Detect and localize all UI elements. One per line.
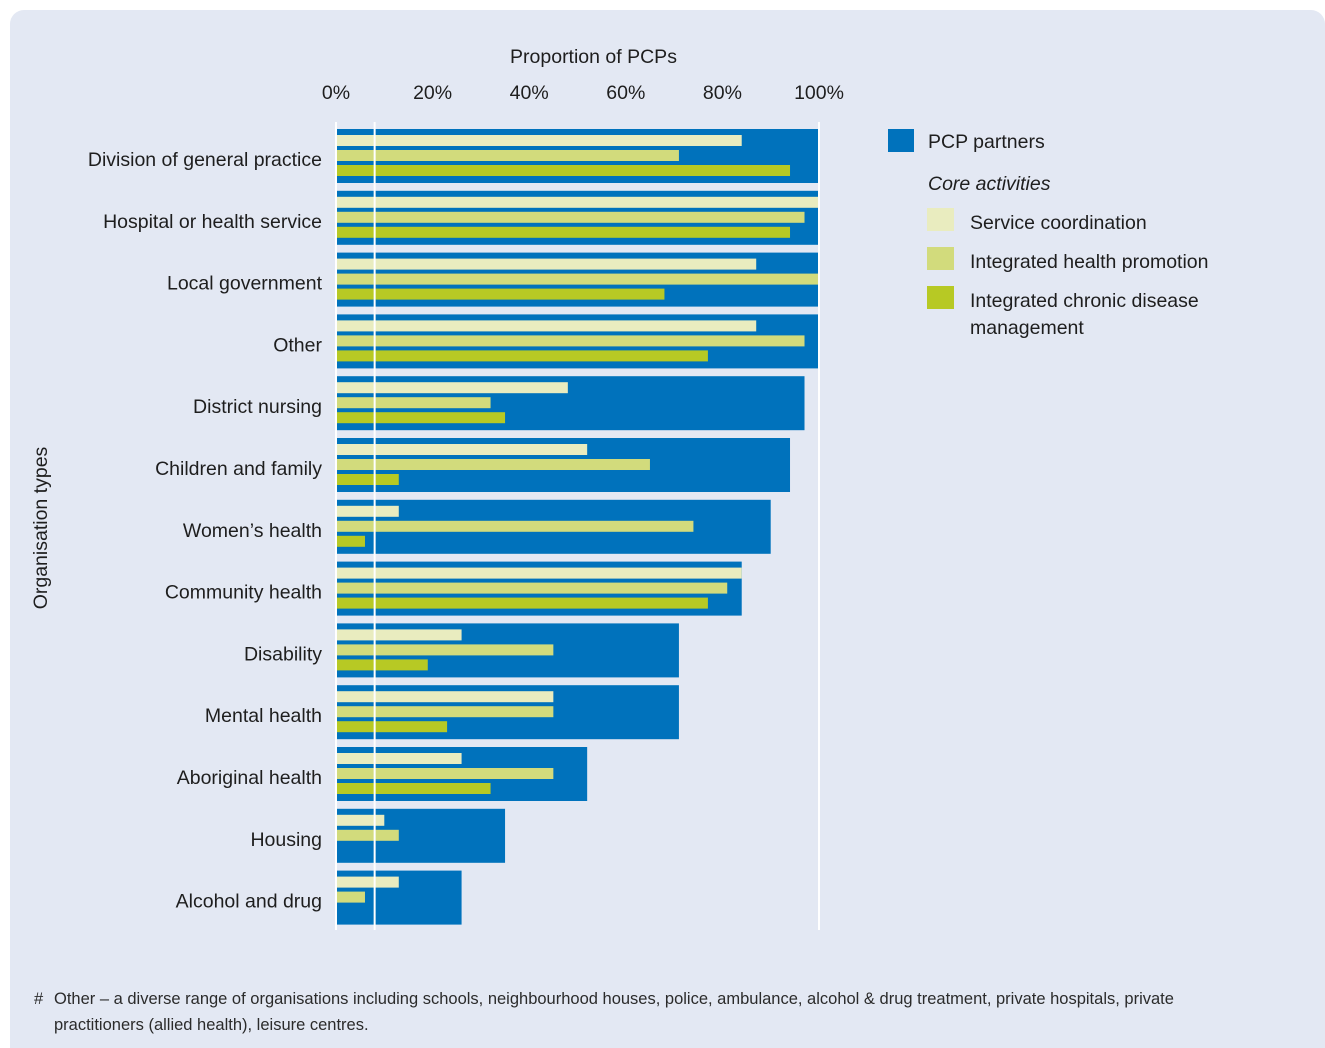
legend-label-integrated-health-promotion: Integrated health promotion bbox=[970, 251, 1209, 273]
bar-service-coordination bbox=[336, 814, 385, 826]
bar-integrated-chronic-disease-management bbox=[336, 474, 399, 485]
x-tick-label: 0% bbox=[322, 82, 350, 104]
bar-integrated-health-promotion bbox=[336, 150, 679, 161]
bar-integrated-health-promotion bbox=[336, 829, 399, 841]
bar-integrated-health-promotion bbox=[336, 644, 554, 656]
bar-integrated-health-promotion bbox=[336, 706, 554, 718]
bar-integrated-chronic-disease-management bbox=[336, 226, 791, 238]
legend-subheading: Core activities bbox=[928, 173, 1051, 195]
category-label-local-government: Local government bbox=[167, 273, 323, 295]
legend-label-integrated-chronic-disease-management: management bbox=[970, 317, 1084, 339]
bar-integrated-health-promotion bbox=[336, 891, 365, 903]
category-label-hospital-or-health-service: Hospital or health service bbox=[103, 211, 322, 233]
bar-integrated-health-promotion bbox=[336, 273, 819, 285]
footnote-text: Other – a diverse range of organisations… bbox=[54, 990, 1174, 1034]
bar-service-coordination bbox=[336, 382, 568, 394]
bar-integrated-health-promotion bbox=[336, 520, 694, 532]
bar-service-coordination bbox=[336, 753, 462, 764]
bar-integrated-chronic-disease-management bbox=[336, 721, 448, 733]
category-label-alcohol-and-drug: Alcohol and drug bbox=[176, 891, 322, 913]
bar-integrated-chronic-disease-management bbox=[336, 350, 708, 362]
x-tick-label: 20% bbox=[413, 82, 452, 104]
legend-swatch-service-coordination bbox=[927, 208, 954, 231]
bar-service-coordination bbox=[336, 320, 757, 332]
footnote: # Other – a diverse range of organisatio… bbox=[34, 986, 1264, 1038]
category-label-disability: Disability bbox=[244, 643, 322, 665]
footnote-mark: # bbox=[34, 990, 44, 1008]
bar-service-coordination bbox=[336, 505, 399, 517]
bar-service-coordination bbox=[336, 444, 588, 455]
bar-service-coordination bbox=[336, 876, 399, 888]
bar-integrated-health-promotion bbox=[336, 582, 728, 594]
category-label-women-s-health: Women’s health bbox=[183, 520, 322, 542]
bar-service-coordination bbox=[336, 196, 819, 208]
bar-service-coordination bbox=[336, 258, 757, 270]
bar-service-coordination bbox=[336, 629, 462, 641]
category-label-aboriginal-health: Aboriginal health bbox=[177, 767, 322, 789]
bar-integrated-chronic-disease-management bbox=[336, 783, 491, 794]
legend-label-integrated-chronic-disease-management: Integrated chronic disease bbox=[970, 290, 1199, 312]
bar-integrated-chronic-disease-management bbox=[336, 535, 365, 547]
x-axis-label: Proportion of PCPs bbox=[510, 46, 677, 68]
bar-integrated-health-promotion bbox=[336, 768, 554, 779]
legend-label-service-coordination: Service coordination bbox=[970, 212, 1147, 234]
category-label-children-and-family: Children and family bbox=[155, 458, 322, 480]
category-label-other: Other bbox=[273, 334, 322, 356]
x-tick-label: 60% bbox=[606, 82, 645, 104]
category-label-housing: Housing bbox=[250, 829, 322, 851]
x-tick-label: 40% bbox=[510, 82, 549, 104]
category-label-mental-health: Mental health bbox=[205, 705, 322, 727]
bar-integrated-chronic-disease-management bbox=[336, 597, 708, 609]
category-label-community-health: Community health bbox=[165, 582, 322, 604]
category-label-division-of-general-practice: Division of general practice bbox=[88, 149, 322, 171]
bar-integrated-health-promotion bbox=[336, 459, 650, 470]
bar-integrated-chronic-disease-management bbox=[336, 165, 791, 176]
bar-service-coordination bbox=[336, 567, 742, 579]
legend-swatch-integrated-health-promotion bbox=[927, 247, 954, 270]
legend-swatch-pcp-partners bbox=[888, 129, 914, 152]
bar-service-coordination bbox=[336, 135, 742, 146]
bar-integrated-health-promotion bbox=[336, 335, 805, 347]
legend-swatch-integrated-chronic-disease-management bbox=[927, 286, 954, 309]
bar-integrated-chronic-disease-management bbox=[336, 412, 506, 424]
bar-integrated-chronic-disease-management bbox=[336, 659, 428, 671]
y-axis-label: Organisation types bbox=[30, 446, 52, 609]
bar-service-coordination bbox=[336, 691, 554, 703]
bar-integrated-health-promotion bbox=[336, 211, 805, 223]
bar-integrated-health-promotion bbox=[336, 397, 491, 409]
x-tick-label: 100% bbox=[794, 82, 844, 104]
category-label-district-nursing: District nursing bbox=[193, 396, 322, 418]
bar-chart: Proportion of PCPs 0% 20% 40% 60% 80% 100% Orga… bbox=[30, 46, 1209, 930]
legend-label-pcp-partners: PCP partners bbox=[928, 131, 1045, 153]
x-tick-label: 80% bbox=[703, 82, 742, 104]
bar-integrated-chronic-disease-management bbox=[336, 288, 665, 300]
